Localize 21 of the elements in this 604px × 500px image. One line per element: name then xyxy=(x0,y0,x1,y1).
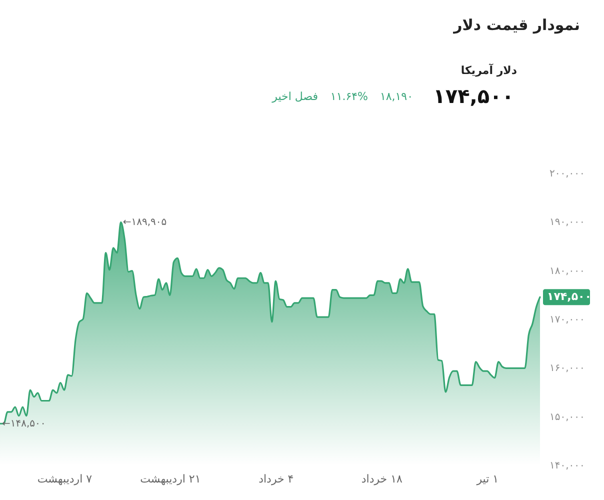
x-tick-label: ۲۱ اردیبهشت xyxy=(140,472,201,486)
x-tick-label: ۴ خرداد xyxy=(258,472,294,486)
y-tick-label: ۱۶۰,۰۰۰ xyxy=(550,363,585,374)
text: ۱۷۴,۵۰۰ xyxy=(433,84,514,108)
annotation: ←۱۸۹,۹۰۵ xyxy=(122,217,167,228)
y-tick-label: ۱۴۰,۰۰۰ xyxy=(550,460,585,472)
y-tick-label: ۱۹۰,۰۰۰ xyxy=(550,217,585,228)
text: فصل اخیر xyxy=(271,90,318,103)
y-tick-label: ۱۷۰,۰۰۰ xyxy=(550,314,585,326)
y-tick-label: ۱۸۰,۰۰۰ xyxy=(550,266,585,277)
text: ۱۱.۶۴% xyxy=(330,90,368,103)
x-tick-label: ۱ تیر xyxy=(476,472,499,486)
y-tick-label: ۲۰۰,۰۰۰ xyxy=(550,168,585,180)
text: ۱۸,۱۹۰ xyxy=(380,90,413,103)
x-tick-label: ۷ اردیبهشت xyxy=(37,472,92,486)
text: ۱۷۴,۵۰۰ xyxy=(547,290,592,304)
annotation: ←۱۴۸,۵۰۰ xyxy=(2,418,46,430)
chart-title: نمودار قیمت دلار xyxy=(452,16,580,34)
y-tick-label: ۱۵۰,۰۰۰ xyxy=(550,412,585,423)
x-tick-label: ۱۸ خرداد xyxy=(361,472,402,486)
chart-subtitle: دلار آمریکا xyxy=(460,63,518,77)
